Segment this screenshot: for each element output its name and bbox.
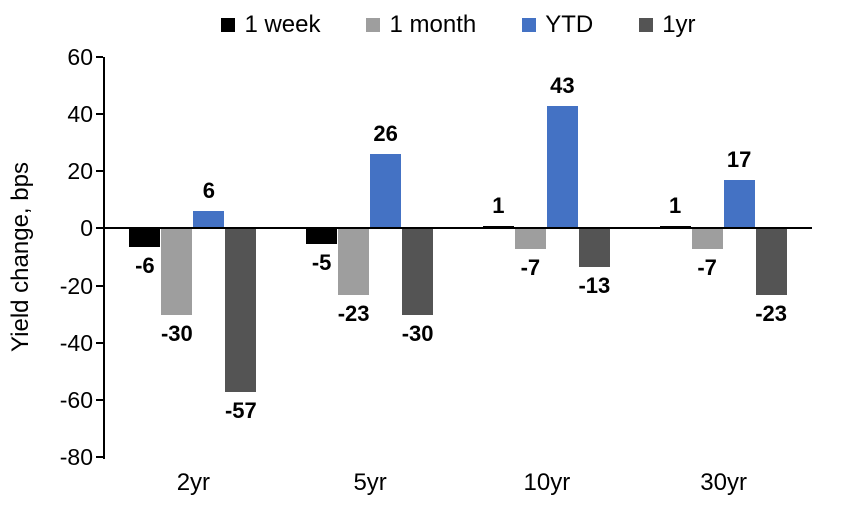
bar-value-label: -30 (401, 321, 434, 347)
bar-1-week-2yr (129, 229, 161, 247)
bar-value-label: -23 (755, 301, 788, 327)
legend-item-1-month: 1 month (366, 13, 476, 37)
legend-label: YTD (545, 11, 594, 38)
y-axis-tick-label: -80 (59, 444, 93, 470)
x-axis-category-label: 30yr (700, 469, 747, 496)
legend-label: 1 week (244, 11, 321, 38)
bar-1yr-30yr (755, 229, 787, 296)
x-axis-category-label: 10yr (523, 469, 571, 496)
bar-1-month-10yr (514, 229, 546, 250)
bar-value-label: -57 (224, 398, 257, 424)
bar-value-label: 1 (492, 192, 505, 218)
bar-value-label: -7 (520, 255, 541, 281)
bar-1-week-10yr (482, 225, 514, 229)
y-axis-tick (96, 170, 103, 173)
bar-1yr-5yr (402, 229, 434, 316)
zero-baseline (103, 227, 812, 230)
bar-ytd-5yr (370, 154, 402, 229)
y-axis-tick (96, 341, 103, 344)
y-axis-tick-label: 0 (80, 215, 93, 242)
bar-1-month-2yr (161, 229, 193, 316)
bar-value-label: 26 (373, 121, 398, 147)
legend-swatch-icon (221, 18, 236, 32)
bar-value-label: 17 (726, 146, 752, 172)
legend-swatch-icon (522, 18, 537, 32)
bar-value-label: -5 (311, 249, 332, 275)
y-axis-tick-label: -20 (59, 272, 93, 299)
bar-ytd-30yr (723, 179, 755, 229)
y-axis-tick (96, 284, 103, 287)
y-axis-tick-label: 40 (67, 101, 93, 128)
bar-value-label: -30 (160, 321, 193, 347)
bar-value-label: -23 (337, 301, 370, 327)
bar-value-label: -6 (135, 252, 155, 278)
y-axis-tick (96, 227, 103, 230)
x-axis-category-label: 5yr (353, 469, 387, 496)
legend-label: 1 month (389, 11, 477, 38)
y-axis-tick-label: 20 (67, 158, 93, 185)
y-axis-tick (96, 113, 103, 116)
y-axis-line (103, 57, 105, 459)
y-axis-tick (96, 56, 103, 58)
bar-1-month-5yr (338, 229, 370, 296)
legend-label: 1yr (662, 11, 696, 38)
bar-value-label: 1 (669, 192, 682, 218)
y-axis-tick-label: -40 (59, 329, 93, 356)
chart-legend: 1 week 1 month YTD 1yr (105, 10, 812, 40)
y-axis-title: Yield change, bps (7, 162, 34, 352)
y-axis-tick (96, 456, 103, 458)
bar-1yr-2yr (225, 229, 257, 393)
bar-ytd-2yr (193, 211, 225, 229)
legend-item-ytd: YTD (522, 13, 593, 37)
bar-value-label: 43 (550, 72, 575, 98)
bar-1-week-30yr (659, 225, 691, 229)
bar-1-week-5yr (306, 229, 338, 244)
bar-1-month-30yr (691, 229, 723, 250)
bar-ytd-10yr (546, 105, 578, 229)
x-axis-category-label: 2yr (176, 469, 211, 496)
legend-swatch-icon (366, 18, 381, 32)
legend-item-1-week: 1 week (221, 13, 320, 37)
y-axis-tick-label: 60 (67, 44, 93, 70)
legend-swatch-icon (639, 18, 654, 32)
y-axis-tick (96, 398, 103, 401)
bar-1yr-10yr (578, 229, 610, 267)
y-axis-tick-label: -60 (59, 386, 93, 413)
bar-value-label: 6 (202, 178, 215, 204)
legend-item-1yr: 1yr (639, 11, 696, 38)
bar-value-label: -13 (578, 272, 611, 298)
bar-value-label: -7 (697, 255, 717, 281)
